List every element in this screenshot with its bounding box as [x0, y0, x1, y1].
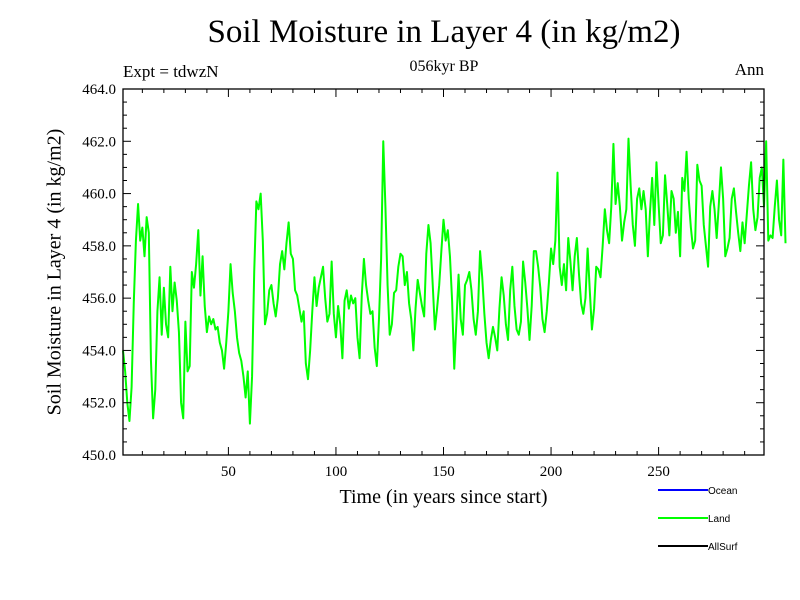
- legend: Ocean Land AllSurf: [658, 486, 738, 553]
- y-tick-label: 452.0: [82, 396, 116, 412]
- series-layer: [122, 137, 787, 425]
- legend-label-land: Land: [708, 514, 730, 525]
- chart-title: Soil Moisture in Layer 4 (in kg/m2): [207, 14, 681, 50]
- x-tick-label: 50: [221, 464, 236, 480]
- x-axis-label: Time (in years since start): [339, 486, 548, 508]
- experiment-label: Expt = tdwzN: [123, 62, 219, 81]
- chart-subtitle: 056kyr BP: [409, 58, 479, 75]
- y-tick-label: 458.0: [82, 239, 116, 255]
- plot-frame: [122, 88, 765, 456]
- y-tick-label: 454.0: [82, 343, 116, 359]
- x-tick-label: 200: [540, 464, 563, 480]
- y-tick-label: 462.0: [82, 134, 116, 150]
- series-line-land: [122, 137, 787, 425]
- y-tick-label: 450.0: [82, 448, 116, 464]
- legend-label-ocean: Ocean: [708, 486, 737, 497]
- x-tick-label: 250: [647, 464, 670, 480]
- period-label: Ann: [734, 60, 764, 79]
- x-tick-label: 100: [325, 464, 348, 480]
- y-tick-label: 456.0: [82, 291, 116, 307]
- y-tick-label: 460.0: [82, 187, 116, 203]
- axis-layer: 50 100 150 200 250 450.0 452.0 454.0 456.0 458.0 4…: [82, 82, 764, 480]
- y-tick-label: 464.0: [82, 82, 116, 98]
- x-tick-label: 150: [432, 464, 455, 480]
- legend-label-allsurf: AllSurf: [708, 542, 738, 553]
